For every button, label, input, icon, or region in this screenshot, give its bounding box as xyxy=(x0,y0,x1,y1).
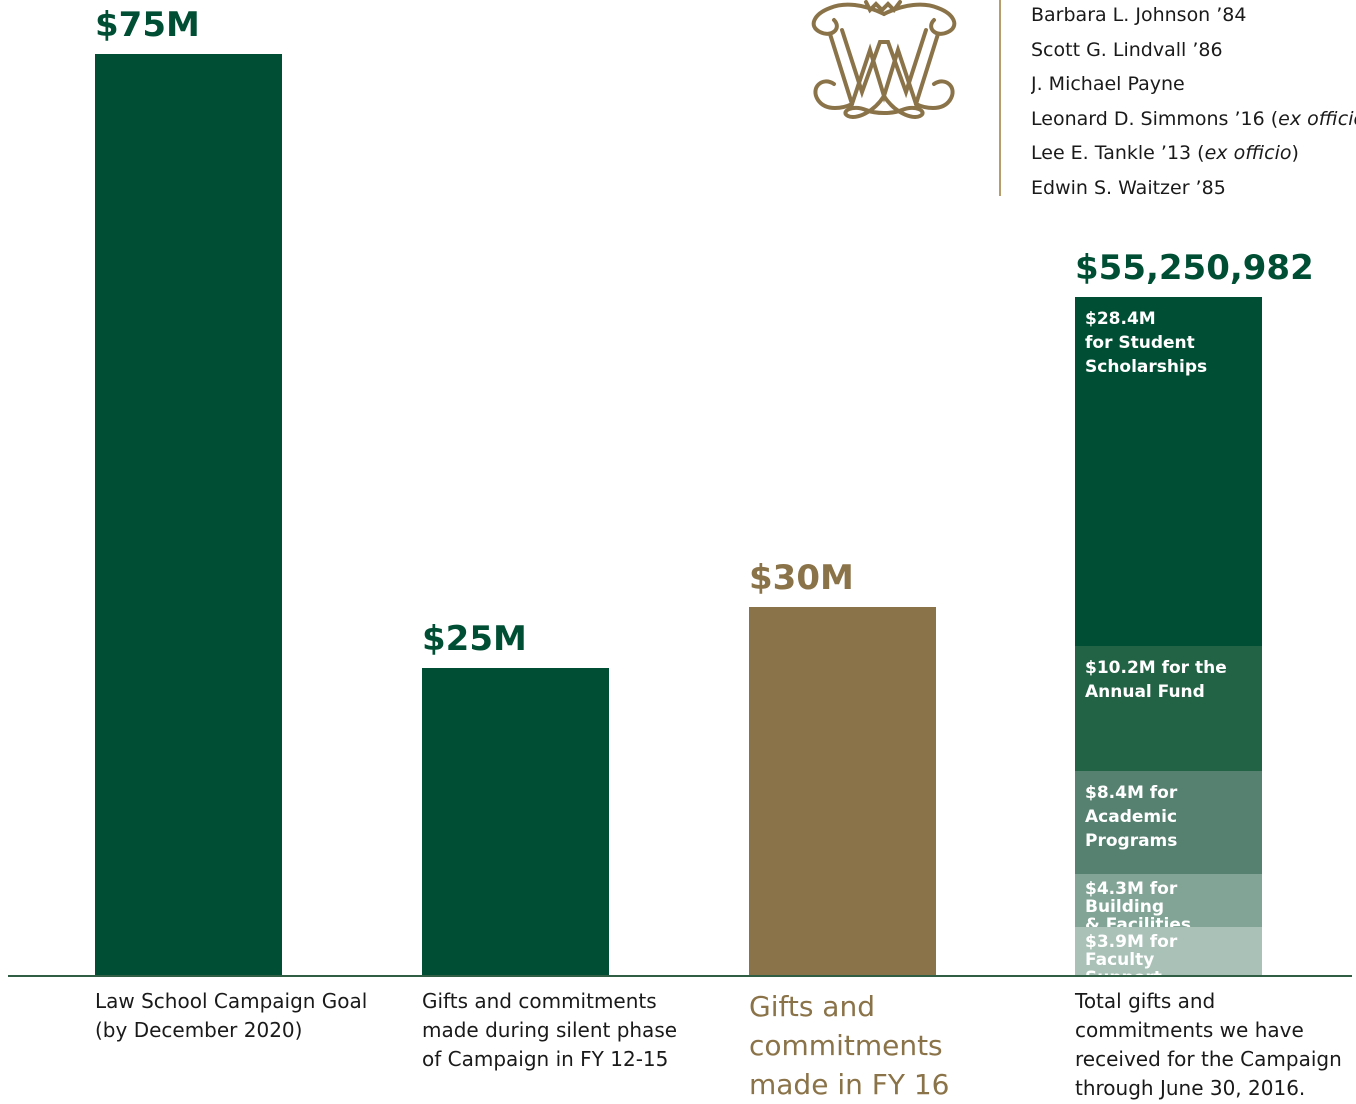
stack-segment-label: $8.4M for Academic Programs xyxy=(1085,783,1178,852)
stack-segment-label: $10.2M for the Annual Fund xyxy=(1085,657,1227,702)
committee-member-suffix: ) xyxy=(1291,142,1299,164)
committee-member: Lee E. Tankle ’13 (ex officio) xyxy=(1031,138,1356,173)
committee-member-note: ex officio xyxy=(1278,107,1356,130)
bar-category-label: Total gifts and commitments we have rece… xyxy=(1075,989,1342,1100)
committee-member: Edwin S. Waitzer ’85 xyxy=(1031,173,1356,208)
committee-member: Leonard D. Simmons ’16 (ex officio) xyxy=(1031,104,1356,139)
stack-segment-label: $3.9M for Faculty Support xyxy=(1085,932,1178,975)
committee-member-note: ex officio xyxy=(1204,142,1292,164)
committee-member-name: Leonard D. Simmons ’16 ( xyxy=(1031,107,1279,130)
stack-segment: $28.4M for Student Scholarships xyxy=(1075,297,1262,646)
bar-1 xyxy=(95,54,282,975)
bar-category-label: Gifts and commitments made during silent… xyxy=(422,989,678,1071)
bar-value-label: $25M xyxy=(422,619,527,659)
committee-member-name: Edwin S. Waitzer ’85 xyxy=(1031,176,1226,199)
stack-segment: $8.4M for Academic Programs xyxy=(1075,771,1262,875)
stack-segment: $3.9M for Faculty Support xyxy=(1075,927,1262,975)
committee-member: Scott G. Lindvall ’86 xyxy=(1031,35,1356,70)
committee-member-name: Barbara L. Johnson ’84 xyxy=(1031,4,1247,26)
committee-member-name: Scott G. Lindvall ’86 xyxy=(1031,38,1223,61)
committee-member-name: J. Michael Payne xyxy=(1031,73,1185,95)
bar-value-label: $75M xyxy=(95,5,200,45)
committee-member: J. Michael Payne xyxy=(1031,69,1356,104)
stack-segment: $4.3M for Building & Facilities xyxy=(1075,874,1262,928)
bar-category-label: Gifts and commitments made in FY 16 xyxy=(749,990,950,1101)
chart-baseline xyxy=(8,975,1352,977)
committee-list: Barbara L. Johnson ’84 Scott G. Lindvall… xyxy=(1031,0,1356,207)
committee-member-name: Lee E. Tankle ’13 ( xyxy=(1031,142,1205,164)
bar-3 xyxy=(749,606,936,975)
bar-category-label: Law School Campaign Goal (by December 20… xyxy=(95,989,368,1042)
bar-2 xyxy=(422,668,609,975)
stack-segment-label: $28.4M for Student Scholarships xyxy=(1085,309,1208,378)
bar-value-label: $55,250,982 xyxy=(1075,247,1314,288)
bar-value-label: $30M xyxy=(749,557,854,598)
committee-member: Barbara L. Johnson ’84 xyxy=(1031,0,1356,35)
stack-segment: $10.2M for the Annual Fund xyxy=(1075,645,1262,772)
committee-divider xyxy=(999,0,1001,196)
wm-cypher-crest-icon xyxy=(811,0,957,119)
stack-segment-label: $4.3M for Building & Facilities xyxy=(1085,879,1191,928)
